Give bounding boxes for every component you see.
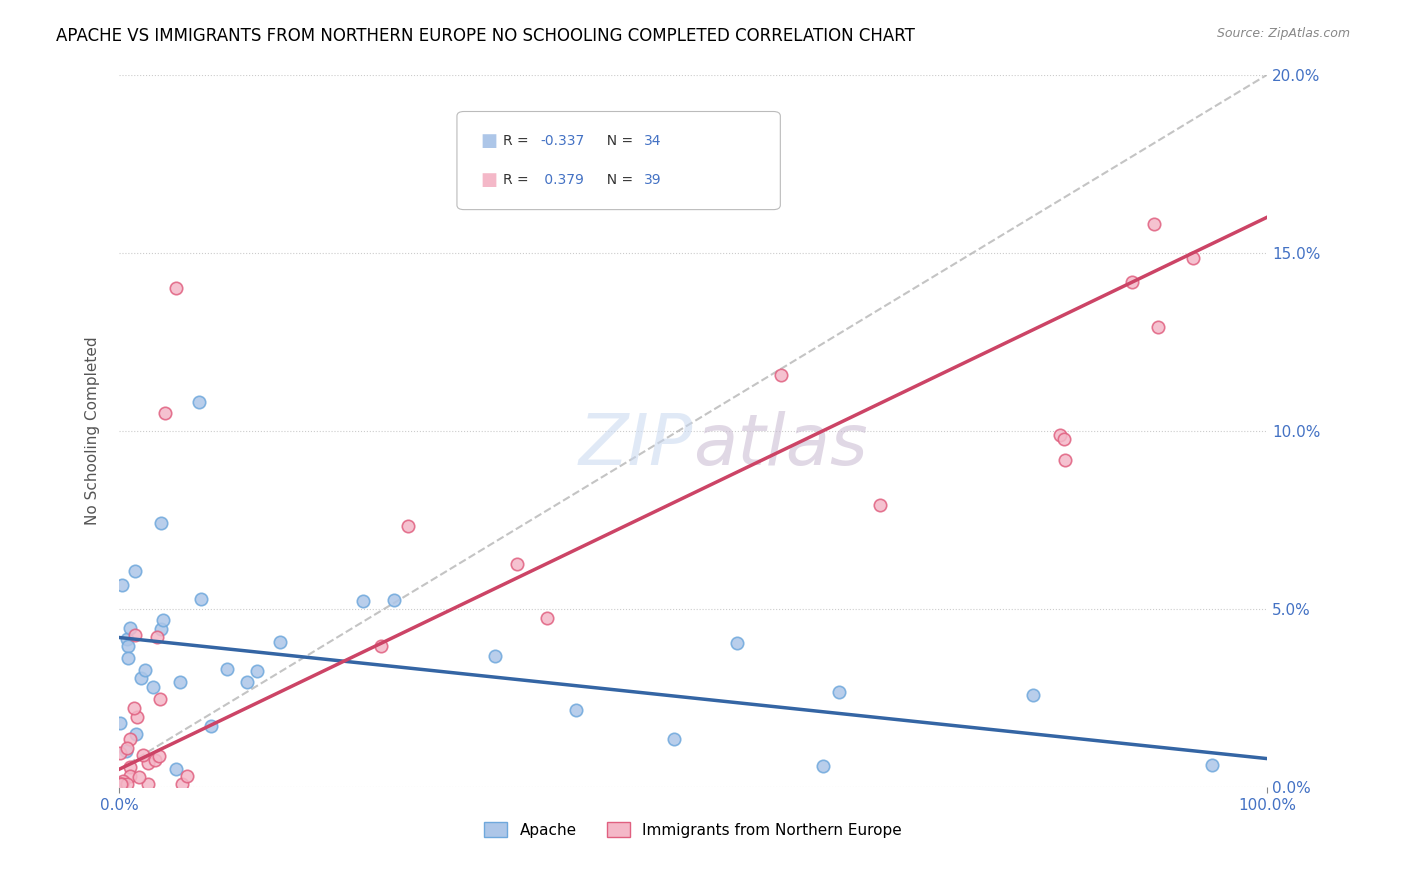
Point — [170, 776, 193, 790]
Point — [115, 776, 138, 790]
Point — [134, 663, 156, 677]
Point — [544, 156, 567, 170]
Point — [769, 368, 792, 383]
Text: 34: 34 — [644, 134, 661, 148]
Point — [111, 774, 134, 789]
Point — [128, 770, 150, 784]
Text: -0.337: -0.337 — [540, 134, 583, 148]
Point — [150, 622, 173, 636]
Point — [108, 776, 131, 790]
Point — [120, 769, 142, 783]
Point — [131, 747, 153, 762]
Point — [190, 591, 212, 606]
Point — [396, 519, 419, 533]
Point — [143, 753, 166, 767]
Point — [382, 593, 405, 607]
Point — [1022, 688, 1045, 702]
Text: R =: R = — [503, 134, 533, 148]
Point — [122, 701, 145, 715]
Point — [506, 558, 529, 572]
Point — [136, 776, 159, 790]
Point — [124, 628, 146, 642]
Point — [108, 715, 131, 730]
Point — [136, 756, 159, 770]
Point — [153, 406, 176, 420]
Text: R =: R = — [503, 173, 533, 187]
Text: N =: N = — [598, 134, 637, 148]
Point — [169, 675, 191, 690]
Point — [149, 692, 172, 706]
Point — [148, 748, 170, 763]
Point — [828, 685, 851, 699]
Point — [117, 650, 139, 665]
Point — [536, 610, 558, 624]
Point — [111, 776, 134, 790]
Text: ZIP: ZIP — [579, 410, 693, 480]
Point — [1143, 217, 1166, 231]
Y-axis label: No Schooling Completed: No Schooling Completed — [86, 336, 100, 525]
Point — [269, 635, 291, 649]
Point — [176, 769, 198, 783]
Text: ■: ■ — [481, 132, 498, 150]
Point — [1053, 453, 1076, 467]
Point — [662, 732, 685, 747]
Point — [117, 639, 139, 653]
Point — [352, 593, 374, 607]
Text: APACHE VS IMMIGRANTS FROM NORTHERN EUROPE NO SCHOOLING COMPLETED CORRELATION CHA: APACHE VS IMMIGRANTS FROM NORTHERN EUROP… — [56, 27, 915, 45]
Point — [124, 565, 146, 579]
Point — [1053, 433, 1076, 447]
Point — [145, 630, 167, 644]
Text: Source: ZipAtlas.com: Source: ZipAtlas.com — [1216, 27, 1350, 40]
Text: 39: 39 — [644, 173, 662, 187]
Point — [1049, 427, 1071, 442]
Point — [484, 649, 506, 664]
Point — [1201, 757, 1223, 772]
Point — [246, 664, 269, 678]
Point — [811, 758, 834, 772]
Point — [117, 740, 139, 755]
Point — [110, 776, 132, 790]
Text: ■: ■ — [481, 171, 498, 189]
Point — [200, 718, 222, 732]
Point — [188, 395, 211, 409]
Legend: Apache, Immigrants from Northern Europe: Apache, Immigrants from Northern Europe — [478, 815, 908, 844]
Point — [118, 621, 141, 635]
Point — [869, 498, 891, 512]
Text: 0.379: 0.379 — [540, 173, 583, 187]
Point — [217, 662, 239, 676]
Text: N =: N = — [598, 173, 637, 187]
Point — [127, 710, 149, 724]
Point — [565, 703, 588, 717]
Point — [125, 727, 148, 741]
Point — [1121, 276, 1143, 290]
Point — [118, 760, 141, 774]
Point — [150, 516, 173, 530]
Point — [115, 744, 138, 758]
Point — [115, 632, 138, 647]
Point — [129, 671, 152, 685]
Point — [236, 674, 259, 689]
Point — [108, 746, 131, 760]
Text: atlas: atlas — [693, 410, 868, 480]
Point — [118, 732, 141, 747]
Point — [727, 636, 749, 650]
Point — [111, 578, 134, 592]
Point — [142, 680, 165, 694]
Point — [370, 640, 392, 654]
Point — [165, 762, 187, 776]
Point — [166, 281, 188, 295]
Point — [152, 613, 174, 627]
Point — [1146, 319, 1168, 334]
Point — [1182, 251, 1205, 265]
